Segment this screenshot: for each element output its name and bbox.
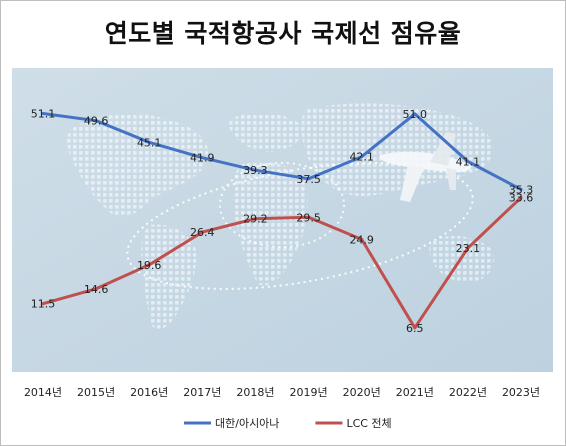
data-label: 23.1 xyxy=(456,242,481,255)
data-point xyxy=(94,119,98,123)
series-line-2 xyxy=(41,196,523,330)
data-point xyxy=(519,187,523,191)
data-label: 26.4 xyxy=(190,226,215,239)
data-label: 42.1 xyxy=(349,151,374,164)
data-label: 41.1 xyxy=(456,156,481,169)
legend: 대한/아시아나 LCC 전체 xyxy=(184,417,392,430)
legend-item: 대한/아시아나 xyxy=(184,417,279,430)
chart-title: 연도별 국적항공사 국제선 점유율 xyxy=(104,19,462,48)
data-point xyxy=(466,160,470,163)
legend-item: LCC 전체 xyxy=(315,417,392,430)
data-point xyxy=(200,156,204,160)
data-label: 49.6 xyxy=(84,115,109,128)
legend-label: LCC 전체 xyxy=(346,417,391,430)
airplane-illustration xyxy=(379,132,472,202)
x-tick-label: 2014년 xyxy=(24,386,62,399)
data-point xyxy=(200,230,204,234)
world-map-background xyxy=(12,68,553,372)
series-line-1 xyxy=(41,112,523,191)
data-point xyxy=(360,155,364,159)
data-point xyxy=(147,140,151,144)
data-point xyxy=(253,217,257,221)
data-label: 14.6 xyxy=(84,283,109,296)
x-tick-label: 2017년 xyxy=(183,386,221,399)
data-label: 35.3 xyxy=(509,183,534,196)
data-point xyxy=(413,112,417,116)
data-point xyxy=(147,263,151,267)
x-axis-labels: 2014년 2015년 2016년 2017년 2018년 2019년 2020년 2021년… xyxy=(24,386,540,399)
data-point xyxy=(41,302,45,306)
data-label: 33.6 xyxy=(509,192,534,205)
data-point xyxy=(94,287,98,291)
data-label: 39.3 xyxy=(243,164,268,177)
x-tick-label: 2016년 xyxy=(130,386,168,399)
data-label: 51.1 xyxy=(31,108,56,121)
x-tick-label: 2021년 xyxy=(396,386,434,399)
data-point xyxy=(307,215,311,219)
x-tick-label: 2019년 xyxy=(290,386,328,399)
series-layer xyxy=(41,112,523,330)
data-point xyxy=(413,326,417,330)
data-point xyxy=(360,237,364,241)
legend-label: 대한/아시아나 xyxy=(215,417,279,430)
data-point xyxy=(41,112,45,115)
data-label: 29.2 xyxy=(243,213,268,226)
data-label: 19.6 xyxy=(137,259,162,272)
x-tick-label: 2023년 xyxy=(502,386,540,399)
data-label: 11.5 xyxy=(31,298,56,311)
data-point xyxy=(466,246,470,250)
data-label-layer: 51.1 49.6 45.1 41.9 39.3 37.5 42.1 51.0 41.1 35.3… xyxy=(31,108,534,335)
data-label: 24.9 xyxy=(349,233,374,246)
x-tick-label: 2018년 xyxy=(236,386,274,399)
x-tick-label: 2022년 xyxy=(449,386,487,399)
x-tick-label: 2015년 xyxy=(77,386,115,399)
data-label: 6.5 xyxy=(406,322,424,335)
data-label: 45.1 xyxy=(137,136,162,149)
data-point xyxy=(253,168,257,172)
data-label: 51.0 xyxy=(403,108,428,121)
data-label: 29.5 xyxy=(296,211,321,224)
data-point xyxy=(307,177,311,181)
data-label: 41.9 xyxy=(190,152,215,165)
data-point xyxy=(519,196,523,200)
x-tick-label: 2020년 xyxy=(343,386,381,399)
data-label: 37.5 xyxy=(296,173,321,186)
